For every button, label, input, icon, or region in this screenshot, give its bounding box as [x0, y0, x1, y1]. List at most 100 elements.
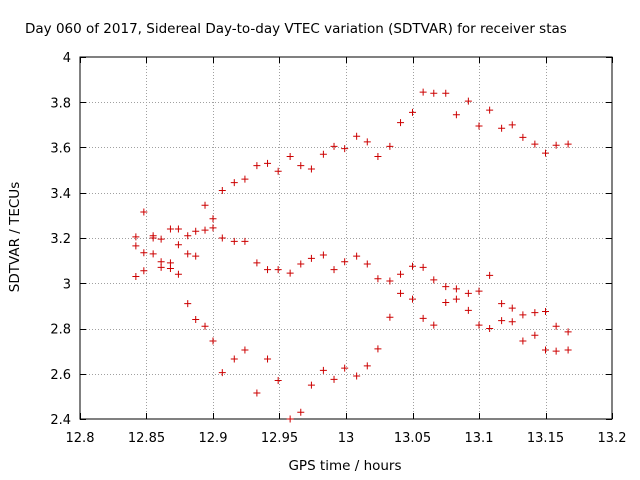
data-point [475, 321, 483, 329]
data-point [274, 266, 282, 274]
data-point [464, 306, 472, 314]
x-tick-label: 13 [338, 431, 355, 446]
x-tick-label: 13.05 [394, 431, 431, 446]
data-point [132, 233, 140, 241]
data-point [442, 89, 450, 97]
data-point [542, 346, 549, 354]
data-point [386, 142, 394, 150]
data-point [341, 258, 349, 266]
data-point [542, 149, 549, 157]
data-point [330, 375, 338, 383]
data-point [253, 162, 261, 170]
data-point [464, 289, 472, 297]
data-point [498, 300, 506, 308]
data-point [230, 355, 238, 363]
data-point [552, 141, 560, 149]
data-point [286, 153, 294, 161]
data-point [564, 346, 572, 354]
data-point [353, 372, 361, 380]
data-point [174, 241, 182, 249]
data-point [241, 237, 249, 245]
data-point [166, 225, 174, 233]
data-point [230, 237, 238, 245]
chart-title: Day 060 of 2017, Sidereal Day-to-day VTE… [25, 21, 567, 37]
data-point [430, 89, 438, 97]
data-point [286, 269, 294, 277]
data-point [519, 337, 527, 345]
data-point [218, 234, 226, 242]
y-tick-label: 3.2 [50, 232, 71, 247]
data-point [363, 362, 371, 370]
data-point [253, 259, 261, 267]
data-point [409, 108, 416, 116]
data-point [374, 153, 382, 161]
data-point [307, 254, 315, 262]
data-point [140, 249, 148, 257]
data-point [149, 234, 157, 242]
series-middle-band [132, 224, 572, 336]
x-tick-label: 12.9 [199, 431, 228, 446]
data-point [132, 272, 140, 280]
grid-lines [80, 57, 612, 419]
data-point [475, 122, 483, 130]
data-point [174, 225, 182, 233]
data-point [264, 355, 272, 363]
data-point [419, 314, 427, 322]
series-lower-arc [132, 234, 572, 423]
data-point [508, 121, 516, 129]
data-point [519, 133, 527, 141]
data-point [201, 322, 209, 330]
data-point [166, 265, 174, 273]
data-point [192, 227, 200, 235]
y-tick-label: 3.6 [50, 142, 71, 157]
data-point [498, 124, 506, 132]
data-point [508, 318, 516, 326]
data-point [184, 250, 192, 258]
data-point [330, 266, 338, 274]
y-tick-labels: 2.4 2.6 2.8 3 3.2 3.4 3.6 3.8 4 [50, 51, 71, 428]
data-point [274, 167, 282, 175]
data-point [564, 140, 572, 148]
data-point [157, 263, 165, 271]
data-point [241, 346, 249, 354]
data-point [386, 277, 394, 285]
data-point [519, 311, 527, 319]
data-point [498, 317, 506, 325]
data-point [419, 88, 427, 96]
data-point [307, 381, 315, 389]
data-point [241, 175, 249, 183]
data-point [531, 309, 539, 317]
data-point [230, 179, 238, 187]
y-tick-label: 4 [63, 51, 71, 66]
axis-ticks [80, 57, 613, 420]
data-point [486, 325, 494, 332]
data-point [363, 260, 371, 268]
data-point [319, 150, 327, 158]
data-points [132, 88, 572, 423]
data-point [264, 266, 272, 274]
data-point [297, 408, 305, 416]
data-point [274, 377, 282, 385]
data-point [140, 208, 148, 216]
data-point [374, 275, 382, 283]
data-point [149, 250, 157, 258]
data-point [353, 132, 361, 140]
data-point [419, 263, 427, 271]
data-point [486, 271, 494, 279]
y-tick-label: 2.6 [50, 368, 71, 383]
x-axis-label: GPS time / hours [288, 458, 401, 474]
data-point [397, 119, 405, 127]
data-point [552, 322, 560, 330]
data-point [374, 345, 382, 353]
data-point [363, 138, 371, 146]
data-point [201, 226, 209, 234]
data-point [132, 242, 140, 250]
x-tick-label: 12.85 [128, 431, 165, 446]
data-point [464, 97, 472, 105]
data-point [552, 347, 560, 355]
data-point [475, 287, 483, 295]
data-point [452, 285, 460, 293]
data-point [564, 328, 572, 336]
data-point [409, 295, 416, 303]
